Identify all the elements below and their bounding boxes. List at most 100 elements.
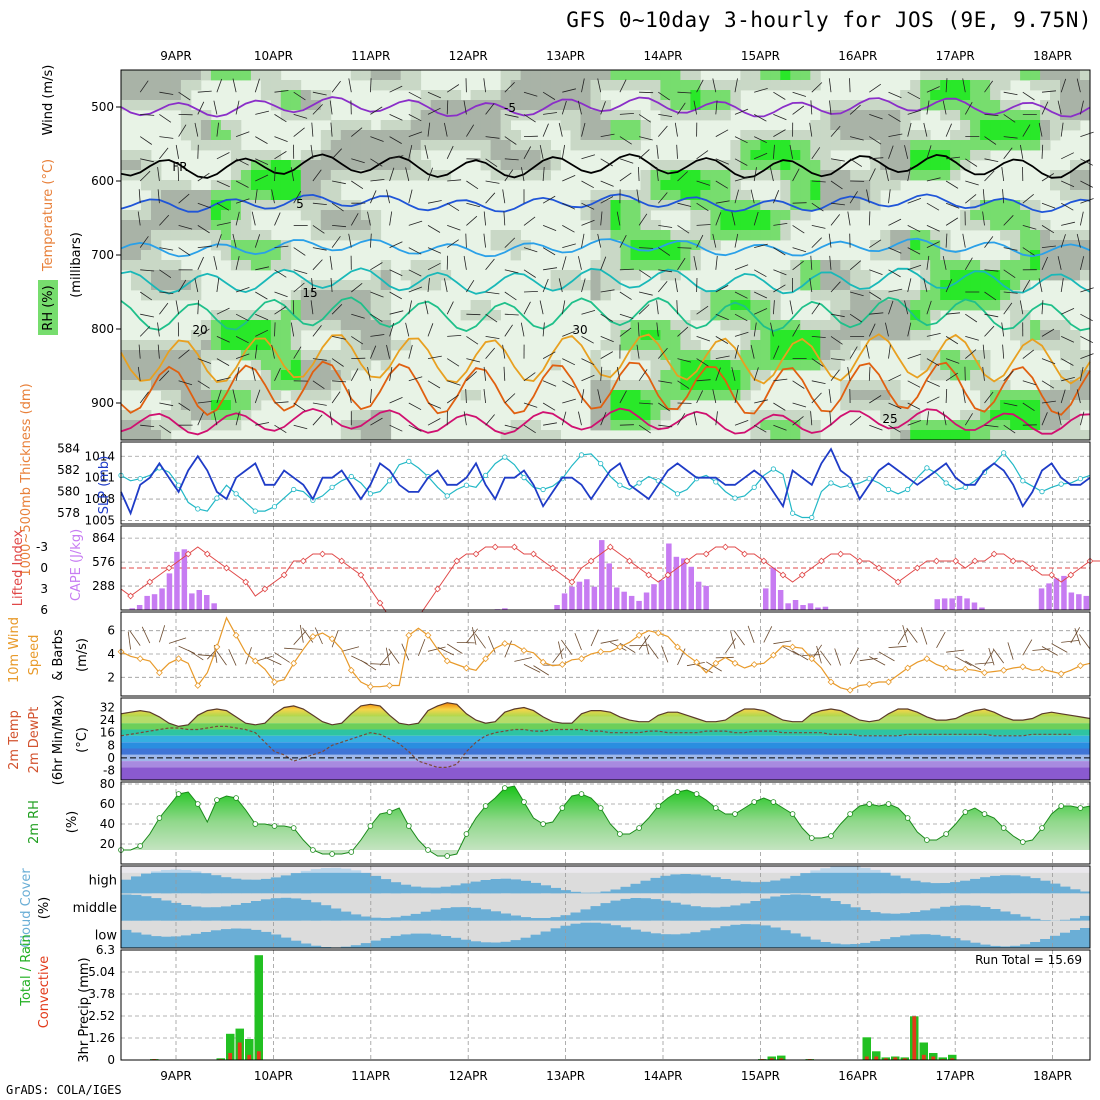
cloud-cell xyxy=(850,944,861,948)
cloud-cell xyxy=(730,880,741,894)
cloud-cell xyxy=(121,879,132,894)
rh-cell xyxy=(290,360,302,371)
rh-cell xyxy=(390,70,402,81)
rh-cell xyxy=(590,420,601,431)
wind-barb xyxy=(216,78,223,93)
rh-cell xyxy=(1080,270,1091,281)
rh-cell xyxy=(970,120,981,131)
rh-cell xyxy=(350,210,362,221)
rh-cell xyxy=(790,360,801,371)
rh-cell xyxy=(750,80,761,91)
wind-barb xyxy=(562,330,576,337)
wind-barb xyxy=(197,172,210,182)
wind-barb xyxy=(926,333,941,337)
rh-cell xyxy=(610,230,621,241)
lifted-index-point xyxy=(933,557,940,565)
rh-cell xyxy=(480,130,491,141)
wind-barb xyxy=(503,366,506,381)
rh-cell xyxy=(660,270,671,281)
rh-cell xyxy=(1010,260,1021,271)
rh-point xyxy=(904,815,911,821)
rh-cell xyxy=(141,200,152,211)
y-tick-label: 3 xyxy=(40,582,48,596)
rh-cell xyxy=(830,180,841,191)
rh-cell xyxy=(980,80,991,91)
rh-cell xyxy=(420,260,432,271)
rh-cell xyxy=(880,160,891,171)
wind-barb xyxy=(945,123,952,137)
rh-cell xyxy=(1020,310,1031,321)
wind-barb xyxy=(157,189,160,204)
cloud-cell xyxy=(720,906,731,921)
rh-cell xyxy=(270,380,282,391)
rh-cell xyxy=(380,300,392,311)
rh-cell xyxy=(610,210,621,221)
wind-barb xyxy=(370,179,385,182)
wind-barb xyxy=(331,80,341,93)
rh-cell xyxy=(1020,70,1031,81)
rh-cell xyxy=(141,70,152,81)
rh-cell xyxy=(1060,430,1071,441)
rh-cell xyxy=(420,90,432,101)
cape-bar xyxy=(949,598,955,610)
rh-point xyxy=(828,833,834,839)
wind-barb xyxy=(502,189,506,204)
rh-cell xyxy=(151,190,162,201)
rh-cell xyxy=(1020,220,1031,231)
isotherm-label: -5 xyxy=(504,101,516,115)
wind-barb xyxy=(139,326,151,337)
rh-cell xyxy=(950,130,961,141)
wind-barb xyxy=(299,624,304,643)
cloud-cell xyxy=(1080,891,1091,894)
wind-barb xyxy=(274,245,289,248)
rh-cell xyxy=(250,360,262,371)
rh-cell xyxy=(170,220,182,231)
rh-cell xyxy=(320,320,332,331)
cloud-cell xyxy=(770,880,781,894)
rh-cell xyxy=(1050,430,1061,441)
wind-barb xyxy=(885,167,889,182)
wind-speed-point xyxy=(539,658,547,666)
rh-cell xyxy=(780,170,791,181)
cloud-cell xyxy=(750,882,761,894)
cloud-cell xyxy=(820,868,831,894)
rh-cell xyxy=(200,330,212,341)
rh-cell xyxy=(121,340,132,351)
top-date-label: 18APR xyxy=(1033,49,1072,63)
rh-cell xyxy=(930,250,941,261)
rh-cell xyxy=(230,130,242,141)
wind-barb xyxy=(712,233,717,248)
cloud-cell xyxy=(1060,919,1071,921)
rh-cell xyxy=(151,230,162,241)
cloud-cell xyxy=(850,907,861,921)
cloud-cell xyxy=(510,940,521,948)
wind-barb xyxy=(926,300,932,315)
axis-label-lifted-index: Lifted Index xyxy=(11,529,26,606)
wind-barb xyxy=(750,344,755,359)
rh-cell xyxy=(840,270,851,281)
rh-cell xyxy=(1000,390,1011,401)
rh-cell xyxy=(151,210,162,221)
rh-cell xyxy=(330,190,342,201)
cloud-cell xyxy=(1000,875,1011,894)
y-tick-label: 900 xyxy=(91,396,114,410)
wind-barb xyxy=(137,211,141,226)
rh-cell xyxy=(161,430,172,441)
wind-barb xyxy=(869,136,882,145)
wind-barb xyxy=(293,631,306,645)
wind-barb xyxy=(945,233,948,248)
rh-cell xyxy=(460,140,471,151)
rh-cell xyxy=(240,230,252,241)
thickness-line-point xyxy=(214,495,220,501)
wind-barb xyxy=(312,380,325,390)
rh-cell xyxy=(610,200,621,211)
rh-cell xyxy=(180,230,192,241)
wind-barb xyxy=(715,255,718,270)
wind-barb xyxy=(485,347,496,359)
rh-cell xyxy=(650,230,661,241)
rh-cell xyxy=(640,350,651,361)
cloud-cell xyxy=(650,877,661,894)
rh-cell xyxy=(720,350,731,361)
rh-cell xyxy=(200,210,212,221)
y-tick-label: 4 xyxy=(107,647,115,661)
